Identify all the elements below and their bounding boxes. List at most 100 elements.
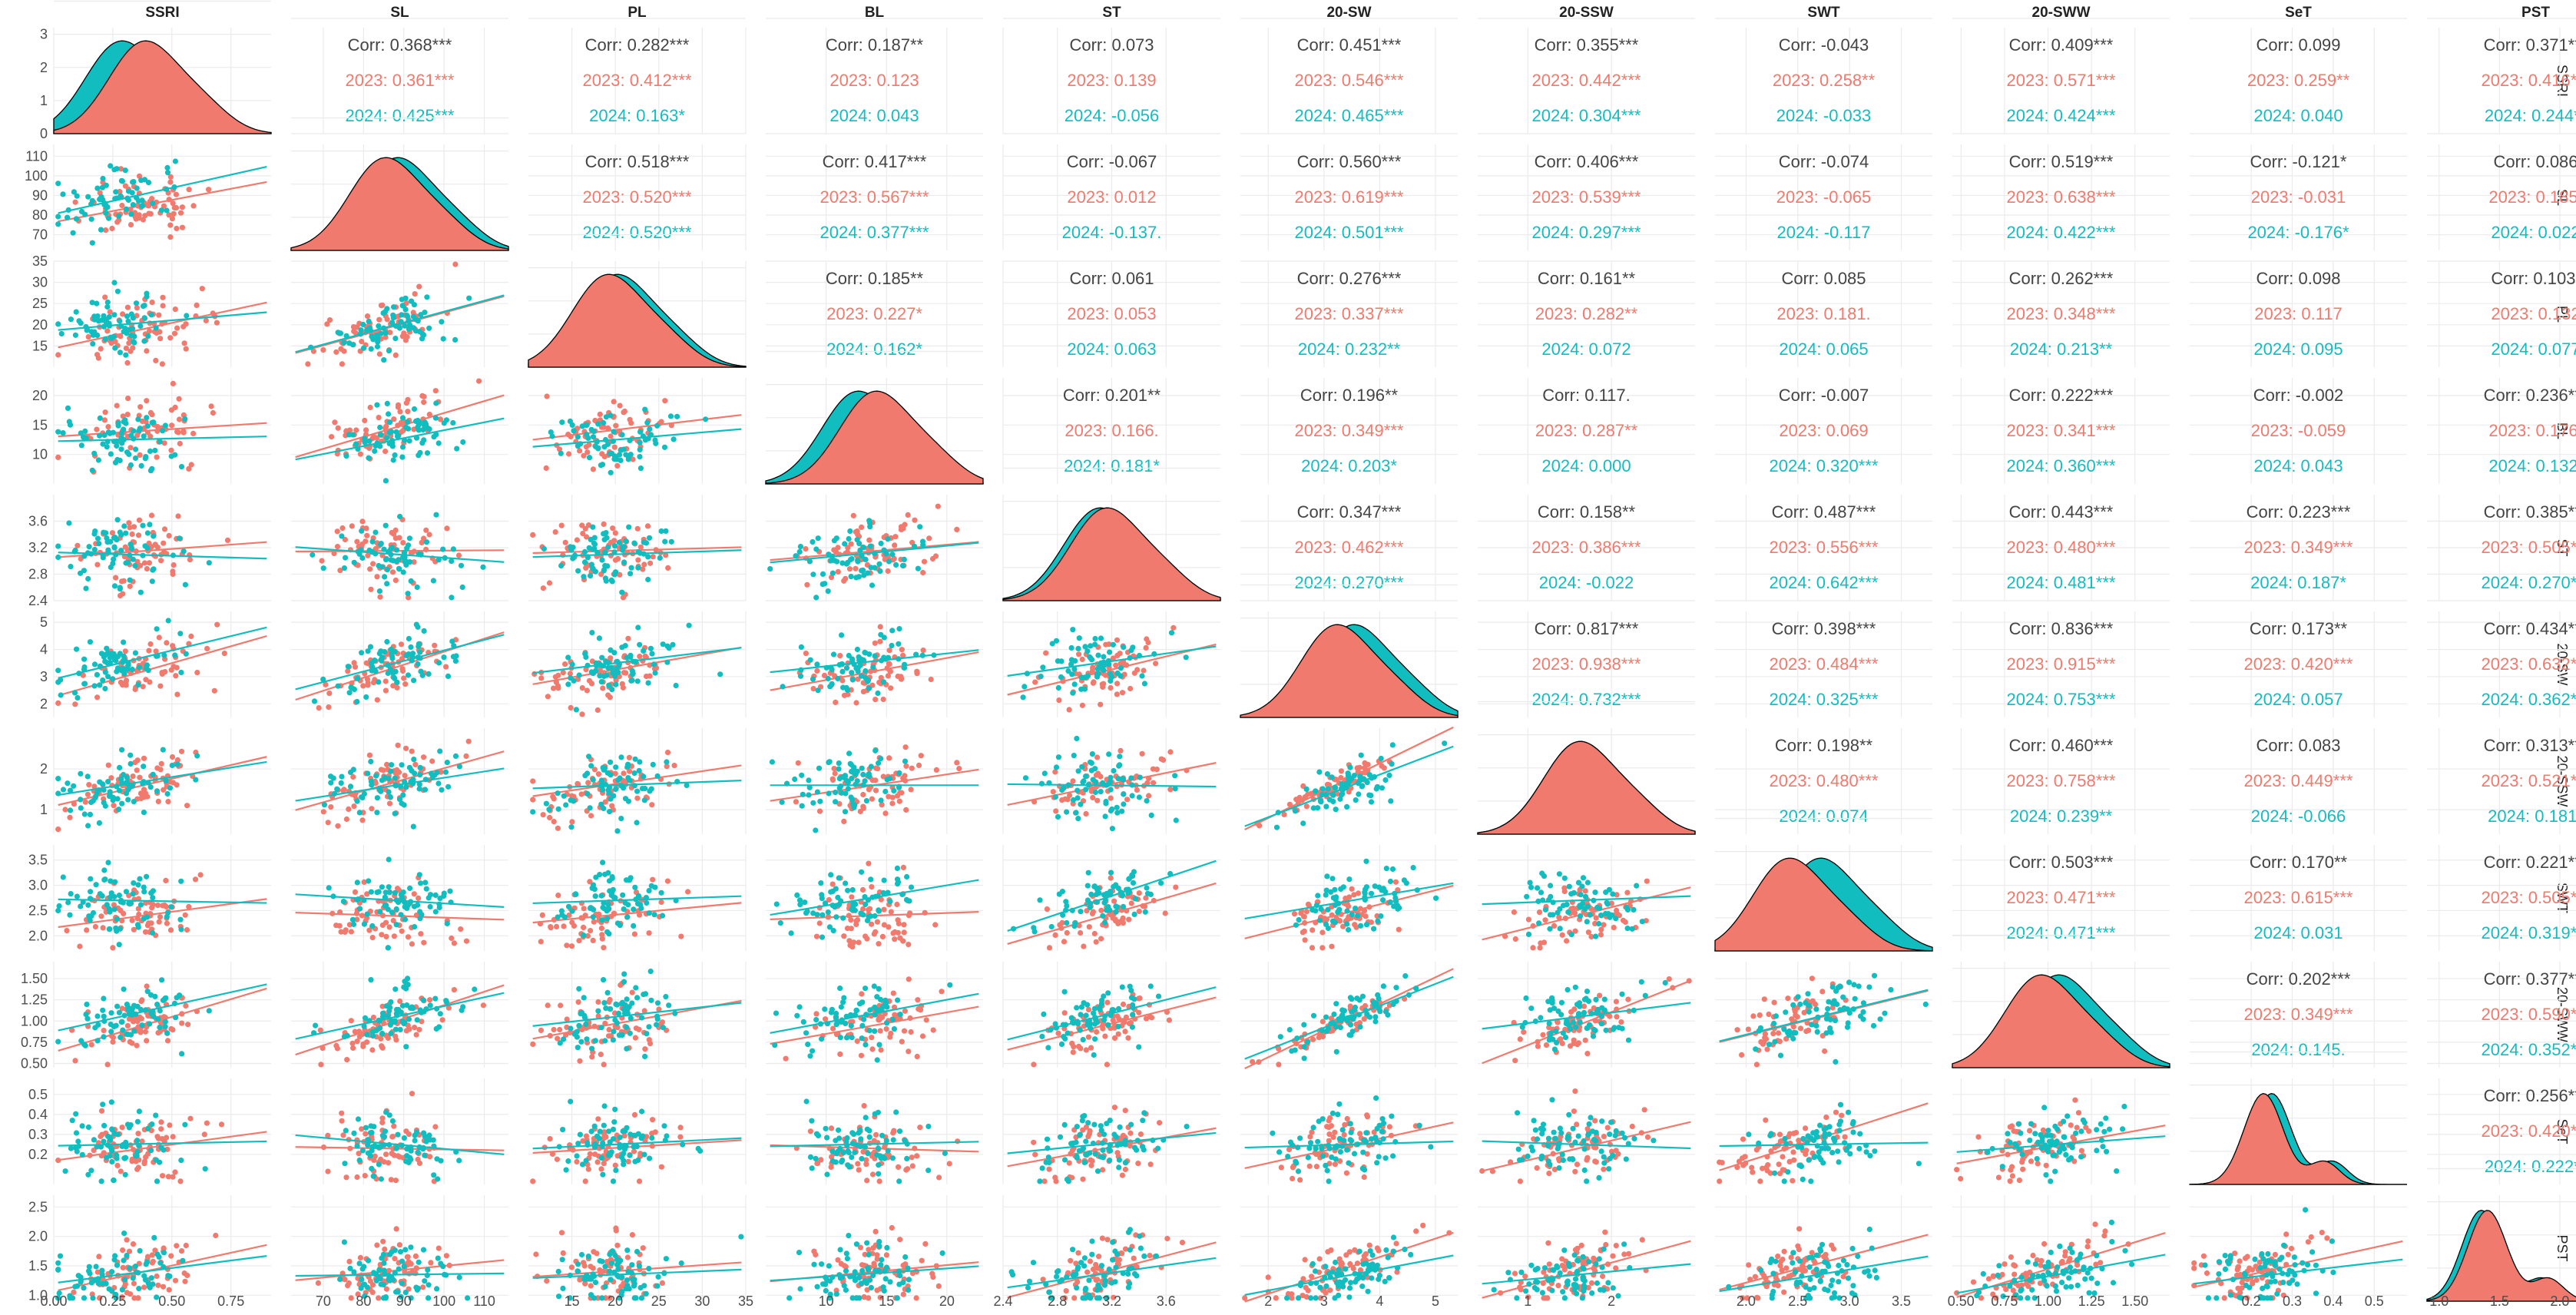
scatter-point bbox=[846, 750, 853, 757]
scatter-point bbox=[423, 886, 429, 892]
scatter-point bbox=[634, 795, 641, 801]
scatter-point bbox=[855, 532, 861, 538]
scatter-point bbox=[362, 436, 368, 442]
scatter-point bbox=[548, 429, 554, 436]
scatter-point bbox=[354, 698, 360, 705]
scatter-point bbox=[889, 628, 896, 634]
scatter-point bbox=[350, 324, 357, 330]
corr-2023-label: 2023: 0.348*** bbox=[2007, 304, 2116, 323]
scatter-point bbox=[72, 701, 78, 707]
scatter-point bbox=[435, 557, 442, 563]
scatter-point bbox=[574, 537, 581, 543]
row-strip-set: SeT bbox=[2554, 1118, 2570, 1144]
corr-overall-label: Corr: 0.117. bbox=[1542, 386, 1631, 405]
scatter-point bbox=[103, 227, 109, 234]
scatter-point bbox=[416, 427, 422, 433]
scatter-point bbox=[665, 565, 671, 571]
scatter-point bbox=[410, 823, 416, 830]
scatter-point bbox=[1389, 742, 1396, 748]
scatter-point bbox=[384, 316, 390, 323]
scatter-point bbox=[1153, 661, 1159, 667]
scatter-point bbox=[703, 416, 709, 422]
corr-overall-label: Corr: 0.083 bbox=[2256, 736, 2340, 755]
scatter-point bbox=[569, 919, 575, 926]
scatter-point bbox=[900, 864, 906, 870]
scatter-point bbox=[1346, 926, 1352, 933]
panel-sl-20-ssw: Corr: 0.406***2023: 0.539***2024: 0.297*… bbox=[1478, 144, 1695, 250]
scatter-point bbox=[393, 906, 399, 913]
scatter-point bbox=[613, 786, 619, 793]
scatter-point bbox=[76, 318, 82, 324]
scatter-point bbox=[611, 444, 618, 450]
scatter-point bbox=[419, 539, 425, 546]
scatter-point bbox=[902, 744, 909, 750]
corr-2023-label: 2023: 0.166. bbox=[1065, 421, 1158, 440]
fit-line-2024 bbox=[532, 428, 742, 448]
panel-swt-pst: Corr: 0.221***2023: 0.505***2024: 0.319*… bbox=[2427, 845, 2576, 951]
panel-st-swt: Corr: 0.487***2023: 0.556***2024: 0.642*… bbox=[1715, 495, 1932, 601]
corr-overall-label: Corr: -0.074 bbox=[1779, 152, 1869, 171]
scatter-point bbox=[81, 656, 88, 662]
scatter-point bbox=[382, 687, 389, 694]
corr-2024-label: 2024: 0.465*** bbox=[1295, 106, 1404, 125]
scatter-point bbox=[1078, 674, 1084, 681]
corr-overall-label: Corr: 0.434*** bbox=[2484, 619, 2576, 638]
scatter-point bbox=[590, 777, 596, 783]
scatter-point bbox=[86, 782, 92, 788]
scatter-point bbox=[450, 546, 457, 552]
corr-2023-label: 2023: 0.341*** bbox=[2007, 421, 2116, 440]
scatter-point bbox=[1291, 911, 1298, 917]
panel-ssri-ssri bbox=[53, 0, 272, 134]
scatter-point bbox=[192, 876, 199, 883]
scatter-point bbox=[1065, 668, 1071, 674]
scatter-point bbox=[94, 313, 101, 320]
scatter-point bbox=[55, 352, 61, 358]
scatter-point bbox=[1117, 762, 1123, 768]
corr-2023-label: 2023: 0.416*** bbox=[2482, 71, 2576, 90]
corr-overall-label: Corr: 0.073 bbox=[1069, 35, 1154, 55]
scatter-point bbox=[1362, 889, 1368, 896]
scatter-point bbox=[415, 661, 421, 667]
corr-2024-label: 2024: -0.033 bbox=[1776, 106, 1872, 125]
scatter-point bbox=[1144, 890, 1151, 896]
scatter-point bbox=[588, 813, 594, 819]
scatter-point bbox=[350, 767, 356, 773]
scatter-point bbox=[164, 640, 170, 646]
scatter-point bbox=[636, 767, 642, 774]
scatter-point bbox=[343, 453, 349, 459]
scatter-point bbox=[148, 512, 155, 518]
scatter-point bbox=[91, 661, 98, 667]
scatter-point bbox=[167, 927, 174, 933]
scatter-point bbox=[176, 535, 183, 542]
scatter-point bbox=[540, 585, 547, 591]
scatter-point bbox=[382, 334, 389, 340]
scatter-point bbox=[399, 928, 405, 934]
scatter-point bbox=[829, 881, 836, 887]
scatter-point bbox=[604, 916, 611, 922]
corr-2024-label: 2024: -0.022 bbox=[1539, 573, 1634, 592]
scatter-point bbox=[110, 945, 116, 951]
scatter-point bbox=[1333, 894, 1339, 900]
scatter-point bbox=[1564, 938, 1570, 944]
scatter-point bbox=[574, 780, 581, 787]
scatter-point bbox=[55, 826, 61, 833]
scatter-point bbox=[85, 334, 91, 340]
scatter-point bbox=[1101, 681, 1107, 687]
scatter-point bbox=[1114, 804, 1120, 810]
scatter-point bbox=[635, 624, 641, 631]
corr-2024-label: 2024: 0.040 bbox=[2253, 106, 2343, 125]
scatter-point bbox=[382, 522, 389, 528]
scatter-point bbox=[862, 556, 868, 562]
scatter-point bbox=[562, 661, 568, 667]
scatter-point bbox=[164, 170, 171, 176]
scatter-point bbox=[833, 886, 839, 892]
scatter-point bbox=[1139, 673, 1145, 679]
panel-swt-set: Corr: 0.170**2023: 0.615***2024: 0.031 bbox=[2190, 845, 2407, 951]
scatter-point bbox=[194, 302, 200, 308]
corr-2023-label: 2023: 0.521*** bbox=[2482, 771, 2576, 790]
scatter-point bbox=[558, 450, 564, 456]
scatter-point bbox=[117, 318, 123, 324]
scatter-point bbox=[366, 445, 372, 452]
scatter-point bbox=[1102, 813, 1108, 820]
scatter-point bbox=[1363, 922, 1370, 928]
